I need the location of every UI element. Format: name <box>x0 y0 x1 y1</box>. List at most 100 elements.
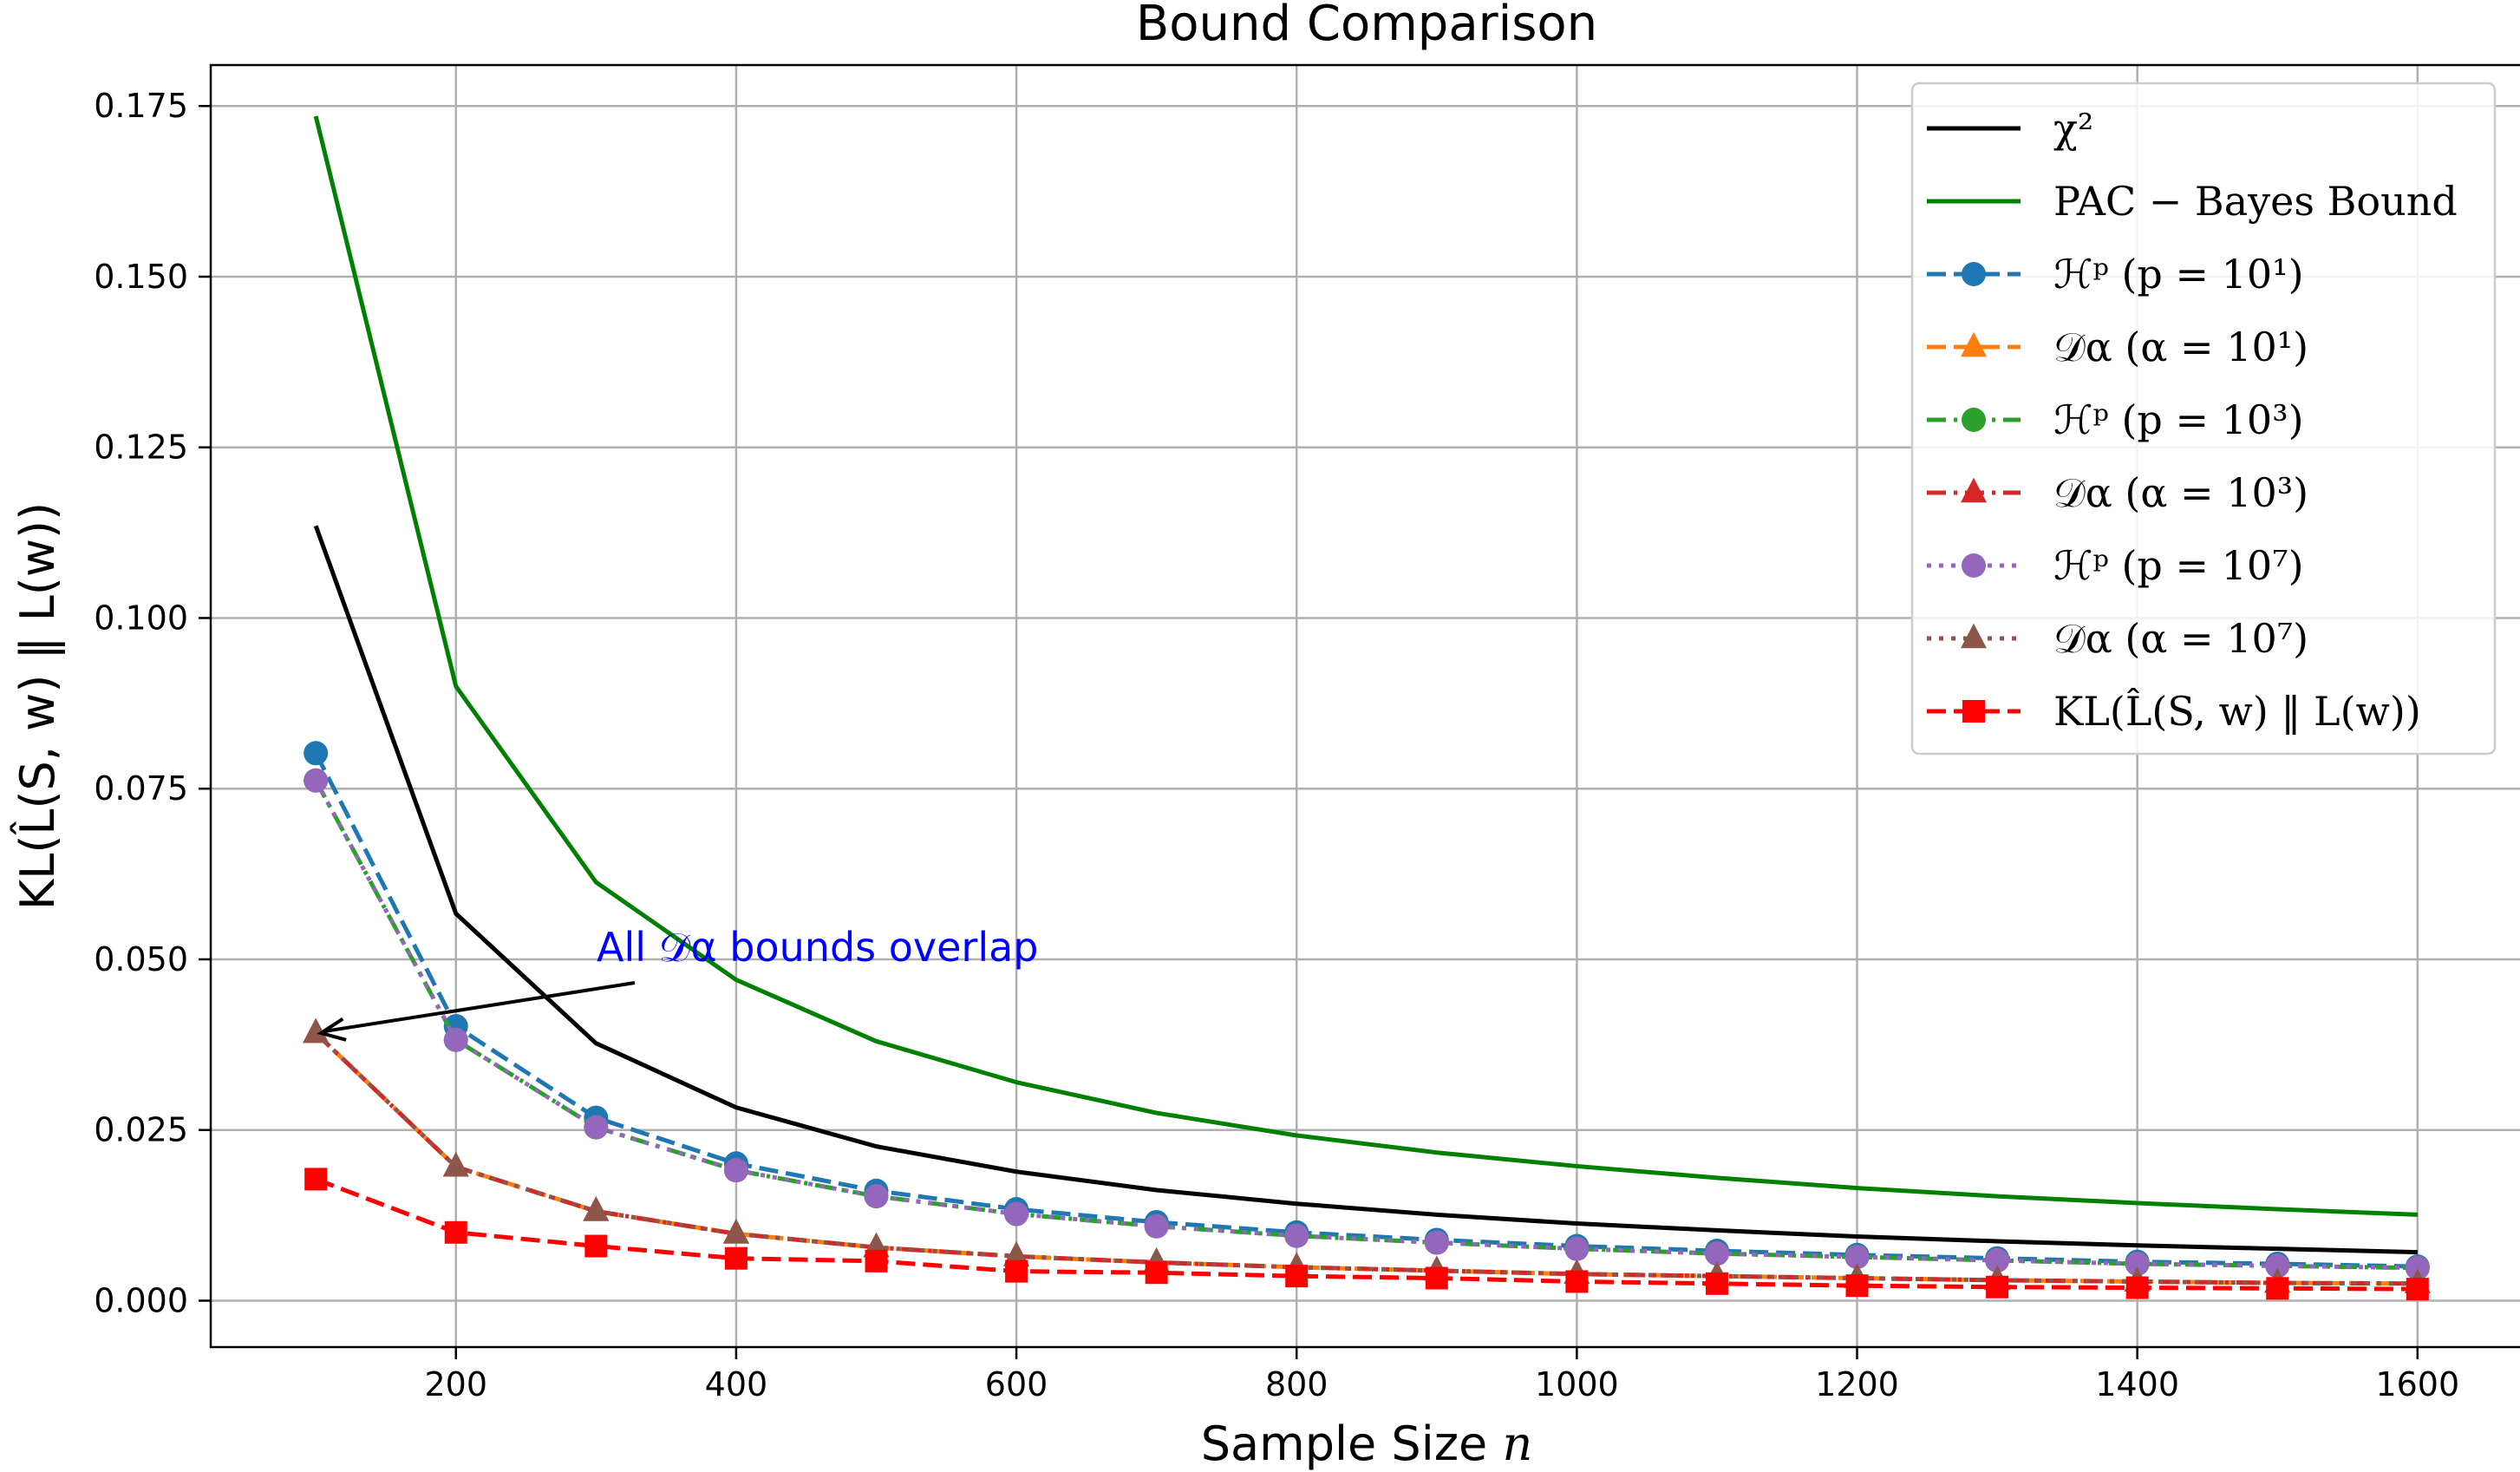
legend-label: χ² <box>2053 105 2093 152</box>
annotation-arrow-head <box>317 1017 347 1042</box>
overlap-annotation: All 𝒟α bounds overlap <box>317 924 1039 1042</box>
legend-label: 𝒟α (α = 10⁷) <box>2053 615 2308 662</box>
series-6 <box>304 768 2430 1280</box>
annotation-arrow-shaft <box>323 981 636 1033</box>
data-point <box>2125 1276 2149 1299</box>
legend-swatch-marker <box>1962 553 1986 578</box>
data-point <box>1845 1274 1869 1298</box>
data-point <box>2266 1277 2289 1300</box>
axes-frame <box>209 63 2520 1349</box>
series-line <box>314 1031 2418 1286</box>
legend-entry-7: 𝒟α (α = 10⁷) <box>1927 615 2308 662</box>
legend-label: ℋᵖ (p = 10¹) <box>2053 251 2304 298</box>
data-point <box>1844 1245 1870 1270</box>
x-tick-label: 1400 <box>2095 1365 2179 1403</box>
data-point <box>1705 1272 1728 1295</box>
data-point <box>2265 1253 2290 1279</box>
legend-entry-4: ℋᵖ (p = 10³) <box>1927 396 2304 443</box>
y-axis-ticks: 0.000 0.025 0.050 0.075 0.100 0.125 0.150 0.175 <box>94 87 211 1319</box>
data-point <box>444 1220 467 1244</box>
series-1 <box>313 115 2418 1217</box>
y-tick-label: 0.150 <box>94 258 188 296</box>
data-point <box>304 741 329 766</box>
legend-label: KL(L̂(S, w) ‖ L(w)) <box>2053 688 2421 735</box>
data-point <box>1005 1259 1028 1283</box>
y-tick-label: 0.025 <box>94 1111 188 1149</box>
annotation-text: All 𝒟α bounds overlap <box>597 924 1039 971</box>
data-point <box>584 1115 609 1140</box>
data-point <box>2406 1278 2429 1301</box>
data-point <box>865 1249 888 1272</box>
data-point <box>2405 1255 2430 1280</box>
x-tick-label: 1600 <box>2375 1365 2459 1403</box>
legend-entry-1: PAC − Bayes Bound <box>1927 178 2458 225</box>
legend-label: PAC − Bayes Bound <box>2053 178 2458 225</box>
legend-entry-3: 𝒟α (α = 10¹) <box>1927 324 2308 370</box>
legend-swatch-marker <box>1962 408 1986 432</box>
legend-swatch-marker <box>1961 623 1987 649</box>
data-point <box>1003 1241 1030 1266</box>
series-line <box>313 525 2418 1255</box>
legend-entry-0: χ² <box>1927 105 2093 152</box>
data-point <box>1004 1201 1029 1227</box>
legend-swatch-marker <box>1962 700 1985 723</box>
data-point <box>584 1234 608 1258</box>
data-point <box>304 1168 328 1191</box>
data-point <box>583 1196 610 1221</box>
data-point <box>304 768 329 793</box>
data-point <box>1986 1275 2009 1299</box>
data-point <box>1285 1265 1309 1288</box>
y-tick-label: 0.125 <box>94 429 188 467</box>
data-point <box>1424 1230 1449 1255</box>
series-8 <box>304 1168 2429 1301</box>
x-tick-label: 1200 <box>1815 1365 1899 1403</box>
series-line <box>313 779 2418 1271</box>
data-point <box>1565 1270 1589 1293</box>
x-tick-label: 600 <box>985 1365 1048 1403</box>
legend-entry-2: ℋᵖ (p = 10¹) <box>1927 251 2304 298</box>
data-point <box>303 1017 330 1043</box>
legend-swatch-marker <box>1961 331 1987 357</box>
data-point <box>1284 1223 1309 1248</box>
data-point <box>723 1158 748 1183</box>
series-layer <box>303 115 2431 1301</box>
data-point <box>1145 1261 1168 1285</box>
y-axis-label: KL(L̂(S, w) ‖ L(w)) <box>10 502 65 910</box>
chart-title: Bound Comparison <box>1136 0 1597 52</box>
data-point <box>442 1151 469 1177</box>
y-tick-label: 0.175 <box>94 87 188 125</box>
data-point <box>443 1027 468 1052</box>
series-line <box>313 115 2418 1217</box>
data-point <box>864 1184 889 1209</box>
legend-label: ℋᵖ (p = 10⁷) <box>2053 542 2304 589</box>
data-point <box>722 1219 749 1244</box>
x-tick-label: 200 <box>424 1365 487 1403</box>
data-point <box>1425 1266 1448 1290</box>
series-0 <box>313 525 2418 1255</box>
legend-swatch-marker <box>1961 477 1987 503</box>
legend-swatch-marker <box>1962 262 1986 286</box>
series-line <box>315 1177 2418 1292</box>
data-point <box>1704 1241 1729 1266</box>
y-tick-label: 0.000 <box>94 1281 188 1319</box>
legend-box <box>1910 82 2497 756</box>
series-line <box>313 752 2418 1269</box>
x-tick-label: 800 <box>1265 1365 1329 1403</box>
y-tick-label: 0.075 <box>94 769 188 808</box>
legend-entry-8: KL(L̂(S, w) ‖ L(w)) <box>1927 688 2421 735</box>
y-tick-label: 0.050 <box>94 940 188 978</box>
legend-label: 𝒟α (α = 10¹) <box>2053 324 2308 370</box>
data-point <box>1144 1214 1169 1239</box>
legend-label: 𝒟α (α = 10³) <box>2053 469 2308 516</box>
data-point <box>1985 1248 2010 1273</box>
data-point <box>724 1246 748 1270</box>
x-axis-label: Sample Size n <box>1201 1416 1532 1471</box>
y-tick-label: 0.100 <box>94 599 188 637</box>
x-tick-label: 1000 <box>1535 1365 1619 1403</box>
legend: χ² PAC − Bayes Bound ℋᵖ (p = 10¹) 𝒟α (α = 1… <box>1910 82 2497 756</box>
x-tick-label: 400 <box>705 1365 768 1403</box>
legend-entry-6: ℋᵖ (p = 10⁷) <box>1927 542 2304 589</box>
data-point <box>2125 1251 2150 1276</box>
data-point <box>1564 1236 1590 1261</box>
